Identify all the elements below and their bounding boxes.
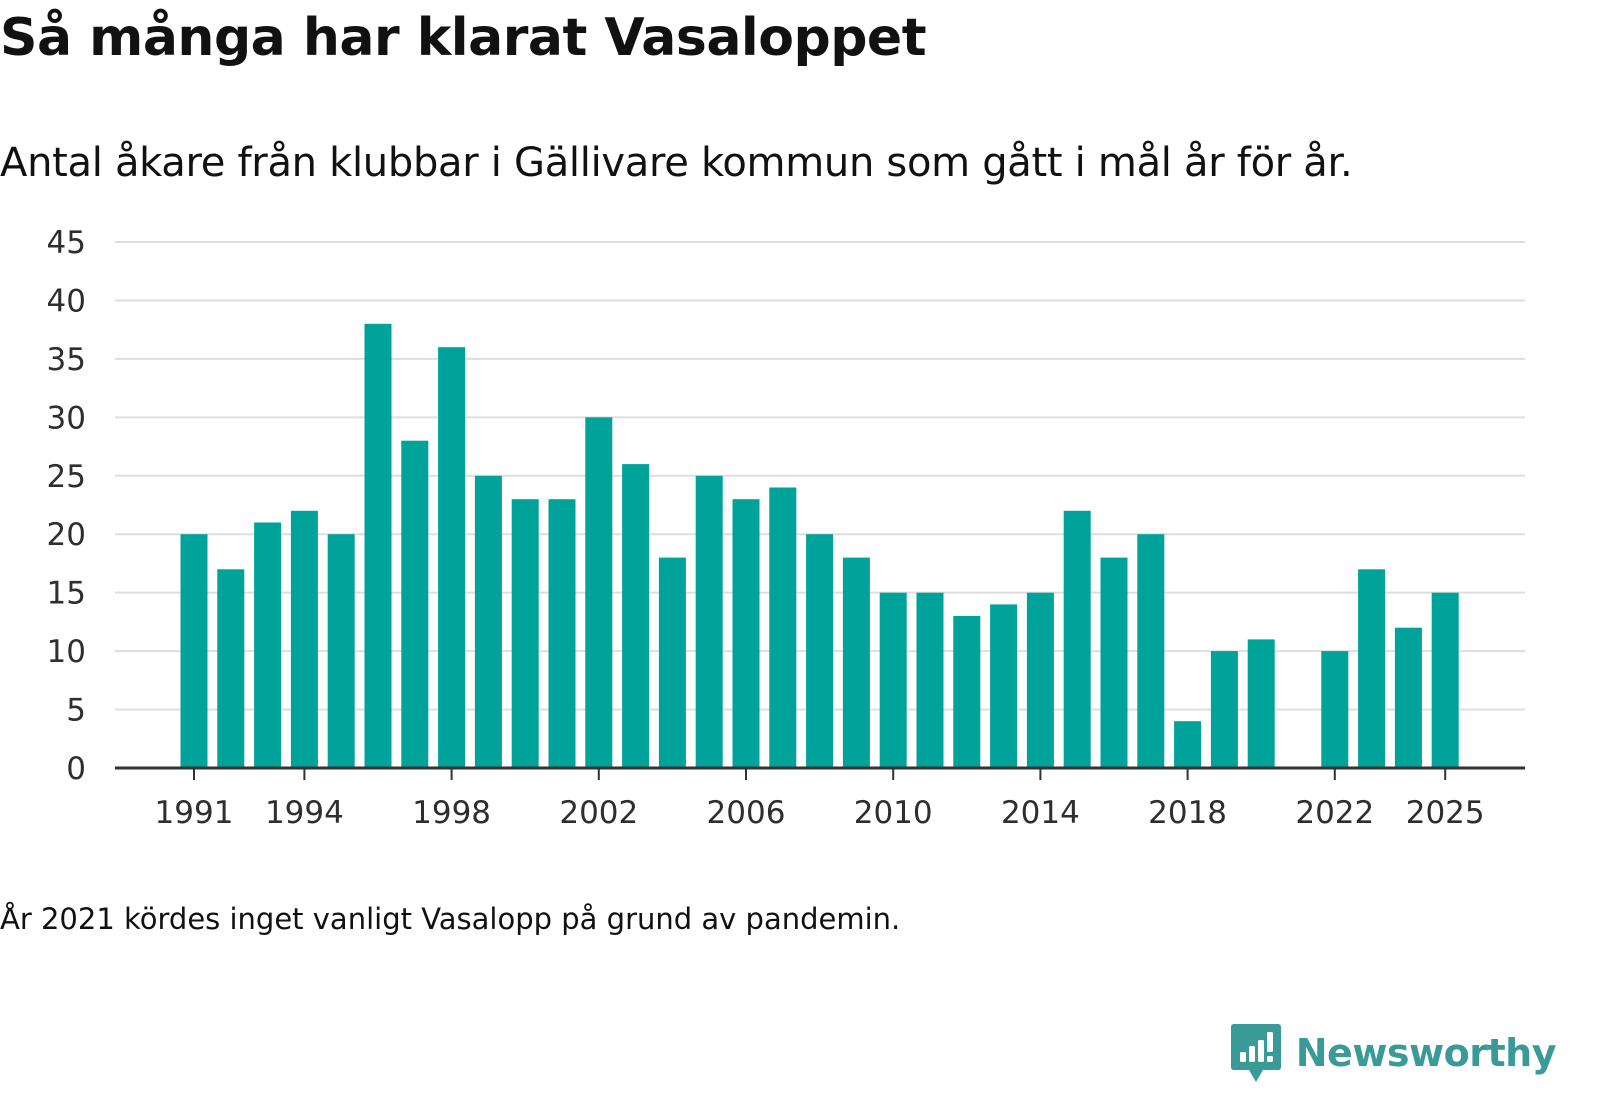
- x-tick-label: 2010: [854, 795, 933, 831]
- x-axis-labels: 1991 1994 1998 2002 2006 2010 2014 2018 2022 2025: [155, 795, 1485, 831]
- x-axis: [115, 766, 1525, 780]
- bar-2001: [548, 499, 576, 768]
- bar-2023: [1358, 569, 1386, 768]
- bar-2016: [1100, 557, 1128, 768]
- footnote: År 2021 kördes inget vanligt Vasalopp på…: [0, 902, 901, 936]
- bar-2005: [695, 475, 723, 768]
- y-tick-label: 45: [47, 225, 86, 261]
- bar-2025: [1431, 592, 1459, 768]
- bar-2014: [1026, 592, 1054, 768]
- bar-1996: [364, 323, 392, 768]
- y-tick-label: 0: [66, 751, 86, 787]
- bar-2009: [842, 557, 870, 768]
- x-tick-label: 2002: [559, 795, 638, 831]
- bar-2010: [879, 592, 907, 768]
- bar-2019: [1210, 651, 1238, 768]
- bar-1997: [401, 440, 429, 768]
- bar-1999: [474, 475, 502, 768]
- chart-title: Så många har klarat Vasaloppet: [0, 8, 927, 68]
- bar-1992: [217, 569, 245, 768]
- bar-2024: [1394, 627, 1422, 768]
- bar-1993: [254, 522, 282, 768]
- bar-2017: [1137, 534, 1165, 768]
- bar-1994: [290, 510, 318, 768]
- y-tick-label: 40: [47, 283, 86, 319]
- bar-2015: [1063, 510, 1091, 768]
- x-tick-label: 2022: [1295, 795, 1374, 831]
- bar-2006: [732, 499, 760, 768]
- chart-subtitle: Antal åkare från klubbar i Gällivare kom…: [0, 140, 1353, 186]
- bar-1998: [438, 347, 466, 768]
- x-tick-label: 2025: [1406, 795, 1485, 831]
- x-tick-label: 1998: [412, 795, 491, 831]
- y-axis-labels: 0 5 10 15 20 25 30 35 40 45: [47, 225, 86, 787]
- brand-mark[interactable]: Newsworthy: [1230, 1022, 1557, 1084]
- bar-2004: [658, 557, 686, 768]
- y-tick-label: 35: [47, 342, 86, 378]
- bar-1991: [180, 534, 208, 768]
- bar-2012: [953, 616, 981, 768]
- bar-2011: [916, 592, 944, 768]
- bar-2013: [990, 604, 1018, 768]
- x-tick-label: 2006: [707, 795, 786, 831]
- bar-2000: [511, 499, 539, 768]
- x-tick-label: 2014: [1001, 795, 1080, 831]
- bar-2003: [622, 464, 650, 768]
- bar-2008: [806, 534, 834, 768]
- bar-2002: [585, 417, 613, 768]
- bar-1995: [327, 534, 355, 768]
- x-tick-label: 2018: [1148, 795, 1227, 831]
- newsworthy-logo-icon: [1230, 1024, 1281, 1082]
- bar-2022: [1321, 651, 1349, 768]
- y-tick-label: 30: [47, 400, 86, 436]
- x-tick-label: 1991: [155, 795, 234, 831]
- y-tick-label: 25: [47, 459, 86, 495]
- y-tick-label: 5: [66, 693, 86, 729]
- y-tick-label: 15: [47, 576, 86, 612]
- x-tick-label: 1994: [265, 795, 344, 831]
- bar-2018: [1174, 721, 1202, 768]
- bars: [180, 323, 1459, 768]
- y-tick-label: 20: [47, 517, 86, 553]
- y-tick-label: 10: [47, 634, 86, 670]
- brand-name: Newsworthy: [1295, 1031, 1557, 1075]
- bar-2007: [769, 487, 797, 768]
- bar-2020: [1247, 639, 1275, 768]
